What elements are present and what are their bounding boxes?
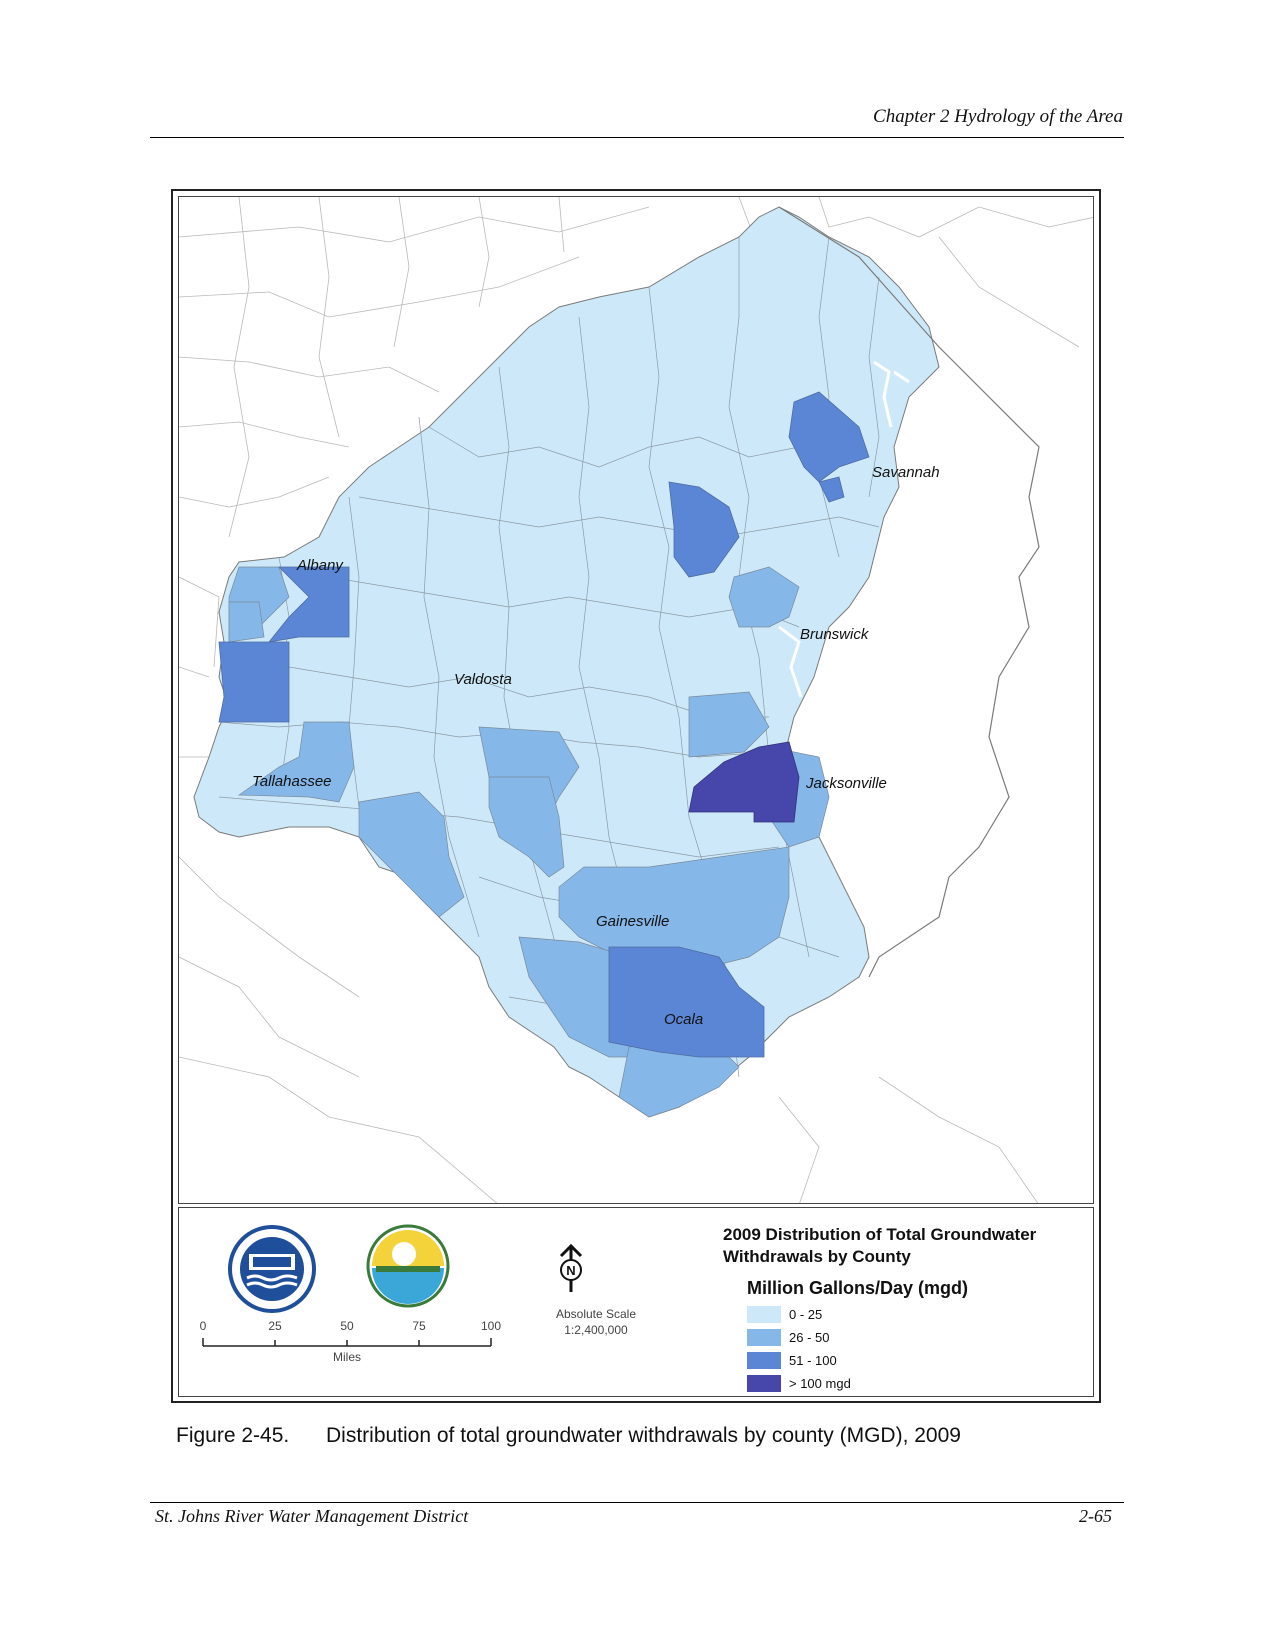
city-label-brunswick: Brunswick: [800, 626, 870, 643]
legend-panel: N Absolute Scale 1:2,400,000 0 25 50 75 …: [178, 1207, 1094, 1397]
map-panel: Savannah Albany Brunswick Valdosta Talla…: [178, 196, 1094, 1204]
legend-label: 0 - 25: [789, 1306, 823, 1322]
chapter-header: Chapter 2 Hydrology of the Area: [873, 106, 1123, 127]
figure-number: Figure 2-45.: [176, 1424, 290, 1447]
footer-rule: [150, 1502, 1124, 1503]
legend-item: 51 - 100: [747, 1350, 837, 1370]
scale-unit: Miles: [333, 1350, 361, 1364]
class-over-100-county: [688, 741, 800, 823]
class-51-100-counties: [218, 391, 870, 1058]
footer-organization: St. Johns River Water Management Distric…: [155, 1506, 469, 1526]
page-number: 2-65: [1079, 1506, 1112, 1526]
figure-caption: Figure 2-45. Distribution of total ground…: [176, 1424, 961, 1448]
srwmd-logo: [366, 1224, 450, 1308]
sjr-logo: [228, 1225, 316, 1313]
coastal-inlets: [778, 360, 910, 698]
absolute-scale-label: Absolute Scale: [555, 1307, 637, 1321]
north-arrow-icon: N: [559, 1244, 583, 1292]
scale-tick-label: 75: [412, 1319, 426, 1333]
legend-swatch: [747, 1374, 781, 1392]
legend-title: 2009 Distribution of Total Groundwater W…: [723, 1225, 1037, 1266]
study-area-outline: [778, 206, 1040, 978]
legend-label: > 100 mgd: [789, 1375, 851, 1391]
scale-tick-label: 0: [200, 1319, 207, 1333]
legend-units: Million Gallons/Day (mgd): [747, 1278, 969, 1298]
scale-ratio: 1:2,400,000: [564, 1323, 628, 1337]
header-rule: [150, 137, 1124, 138]
absolute-scale: Absolute Scale 1:2,400,000: [541, 1306, 651, 1338]
city-label-jacksonville: Jacksonville: [805, 775, 887, 792]
city-label-savannah: Savannah: [872, 464, 940, 481]
legend-item: 0 - 25: [747, 1304, 822, 1324]
legend-swatch: [747, 1328, 781, 1346]
city-label-tallahassee: Tallahassee: [252, 773, 332, 790]
north-letter: N: [566, 1263, 575, 1278]
scale-tick-label: 50: [340, 1319, 354, 1333]
figure-frame: Savannah Albany Brunswick Valdosta Talla…: [171, 189, 1101, 1403]
legend-swatch: [747, 1305, 781, 1323]
background-county-lines: [179, 197, 1093, 1203]
city-label-albany: Albany: [296, 557, 344, 574]
scale-tick-label: 100: [481, 1319, 501, 1333]
city-label-valdosta: Valdosta: [454, 671, 512, 688]
legend-swatch: [747, 1351, 781, 1369]
scale-bar: 0 25 50 75 100 Miles: [200, 1319, 502, 1364]
scale-tick-label: 25: [268, 1319, 282, 1333]
legend-label: 26 - 50: [789, 1329, 830, 1345]
legend-item: 26 - 50: [747, 1327, 829, 1347]
groundwater-map: Savannah Albany Brunswick Valdosta Talla…: [179, 197, 1093, 1203]
legend-label: 51 - 100: [789, 1352, 837, 1368]
legend-item: > 100 mgd: [747, 1373, 851, 1393]
city-label-ocala: Ocala: [664, 1011, 703, 1028]
city-label-gainesville: Gainesville: [596, 913, 669, 930]
figure-caption-text: Distribution of total groundwater withdr…: [326, 1424, 961, 1447]
